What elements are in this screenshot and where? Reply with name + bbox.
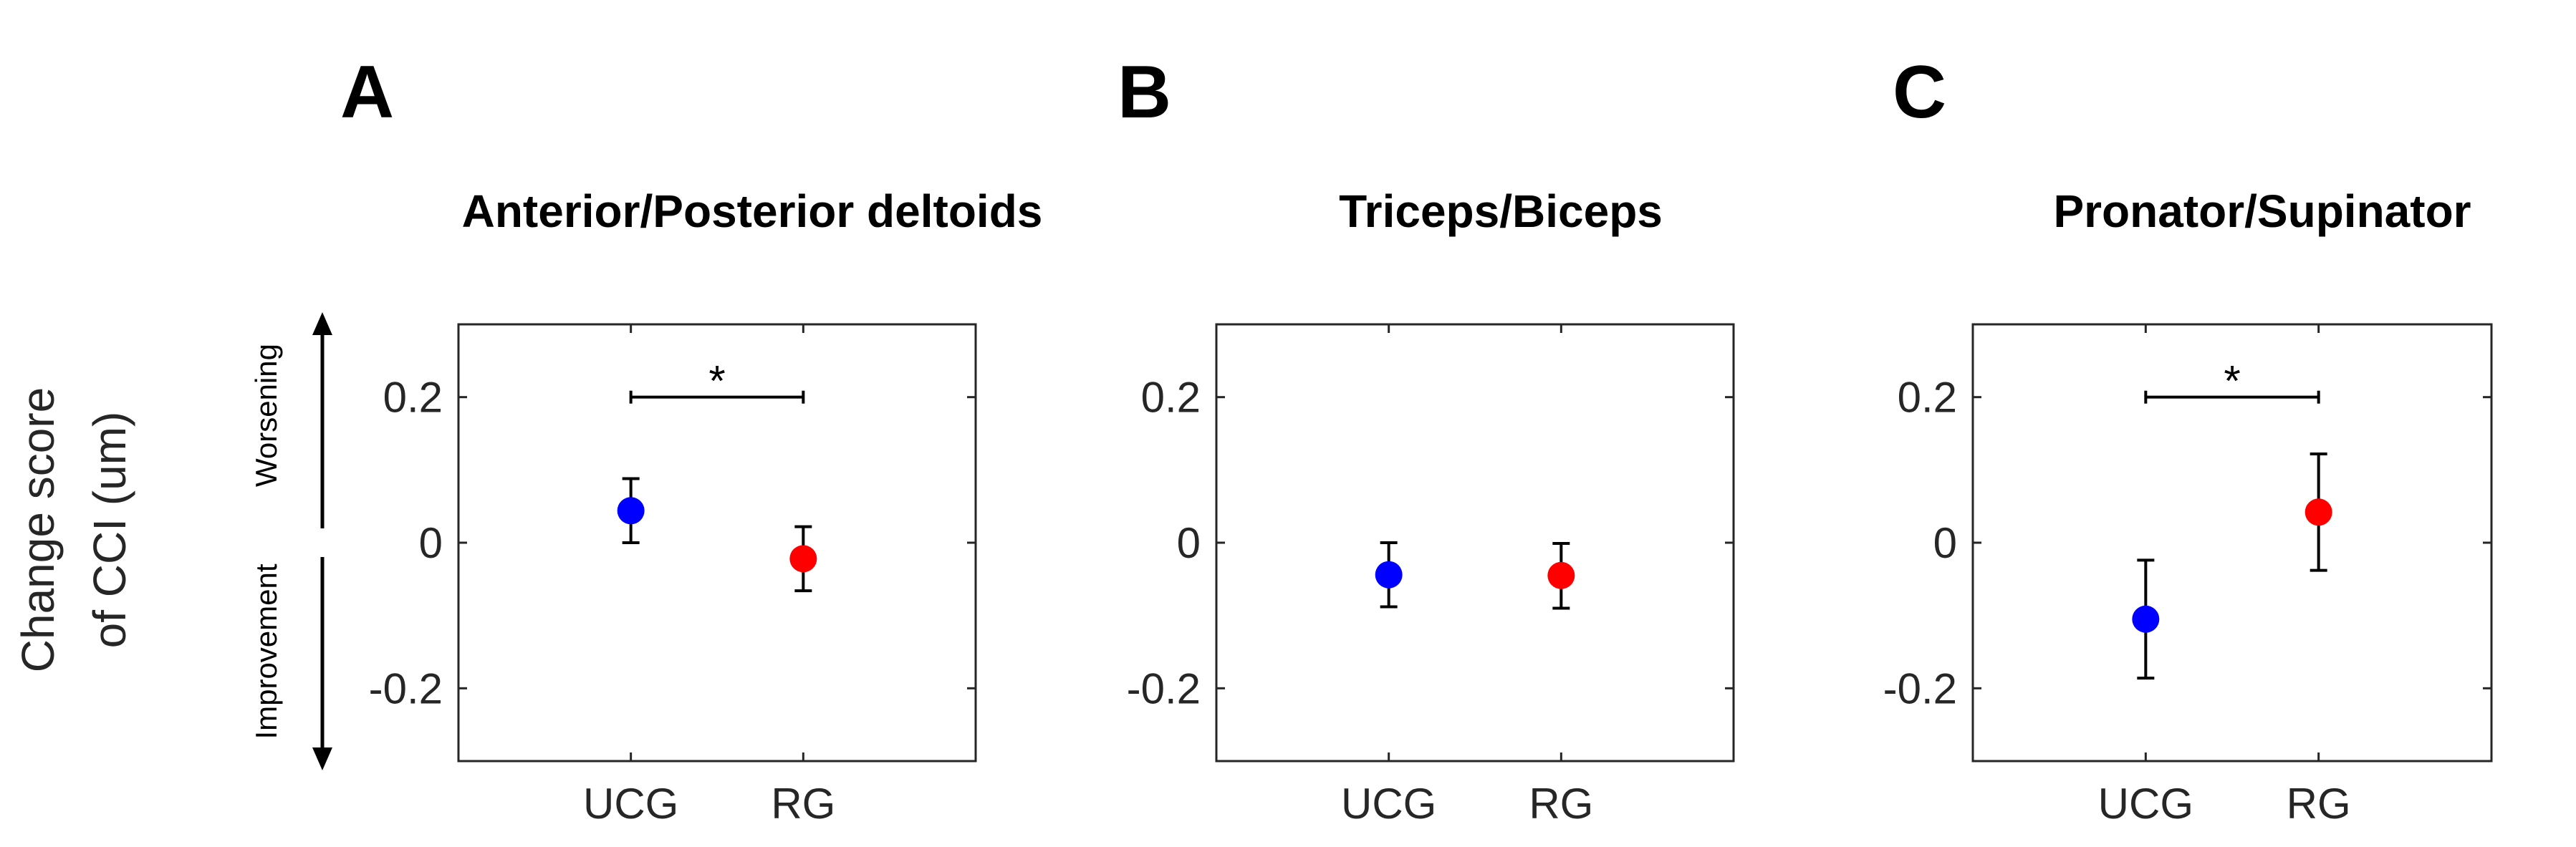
worsening-arrowhead-icon bbox=[312, 312, 332, 335]
panel-letter: A bbox=[340, 51, 394, 134]
y-tick-label: 0.2 bbox=[383, 374, 443, 422]
worsening-label: Worsening bbox=[249, 344, 283, 487]
significance-star: * bbox=[708, 357, 725, 405]
data-point-rg bbox=[789, 545, 817, 573]
y-tick-label: -0.2 bbox=[369, 664, 443, 712]
y-tick-label: 0 bbox=[1177, 519, 1201, 567]
x-tick-label: UCG bbox=[583, 780, 678, 828]
y-axis-label-line1: Change score bbox=[12, 387, 64, 672]
x-tick-label: RG bbox=[771, 780, 835, 828]
x-tick-label: UCG bbox=[2098, 780, 2193, 828]
panel-title: Pronator/Supinator bbox=[2053, 185, 2471, 237]
data-point-ucg bbox=[617, 497, 645, 525]
data-point-rg bbox=[1547, 561, 1575, 589]
y-tick-label: -0.2 bbox=[1127, 664, 1201, 712]
panels: A Anterior/Posterior deltoids 0.2 0 -0.2 UCG R… bbox=[340, 51, 2493, 828]
data-point-ucg bbox=[1375, 561, 1403, 589]
panel-title: Anterior/Posterior deltoids bbox=[462, 185, 1043, 237]
y-tick-label: -0.2 bbox=[1883, 664, 1957, 712]
improvement-arrowhead-icon bbox=[312, 747, 332, 770]
panel-title: Triceps/Biceps bbox=[1339, 185, 1663, 237]
y-tick-label: 0.2 bbox=[1898, 374, 1957, 422]
chart-panel-b: B Triceps/Biceps 0.2 0 -0.2 UCG RG bbox=[1118, 51, 1735, 828]
axes-box bbox=[1215, 323, 1735, 763]
direction-arrow bbox=[312, 312, 332, 770]
improvement-label: Improvement bbox=[249, 563, 283, 739]
x-tick-label: RG bbox=[2287, 780, 2351, 828]
y-tick-label: 0 bbox=[1933, 519, 1957, 567]
panel-letter: B bbox=[1118, 51, 1171, 134]
data-point-ucg bbox=[2132, 605, 2160, 633]
significance-star: * bbox=[2224, 357, 2240, 405]
chart-panel-c: C Pronator/Supinator 0.2 0 -0.2 UCG RG * bbox=[1883, 51, 2493, 828]
panel-letter: C bbox=[1893, 51, 1946, 134]
x-tick-label: UCG bbox=[1341, 780, 1436, 828]
chart-panel-a: A Anterior/Posterior deltoids 0.2 0 -0.2 UCG R… bbox=[340, 51, 1042, 828]
y-tick-label: 0.2 bbox=[1141, 374, 1201, 422]
y-tick-label: 0 bbox=[419, 519, 443, 567]
y-axis-label-line2: of CCI (um) bbox=[84, 412, 135, 649]
x-tick-label: RG bbox=[1529, 780, 1593, 828]
data-point-rg bbox=[2305, 498, 2332, 526]
